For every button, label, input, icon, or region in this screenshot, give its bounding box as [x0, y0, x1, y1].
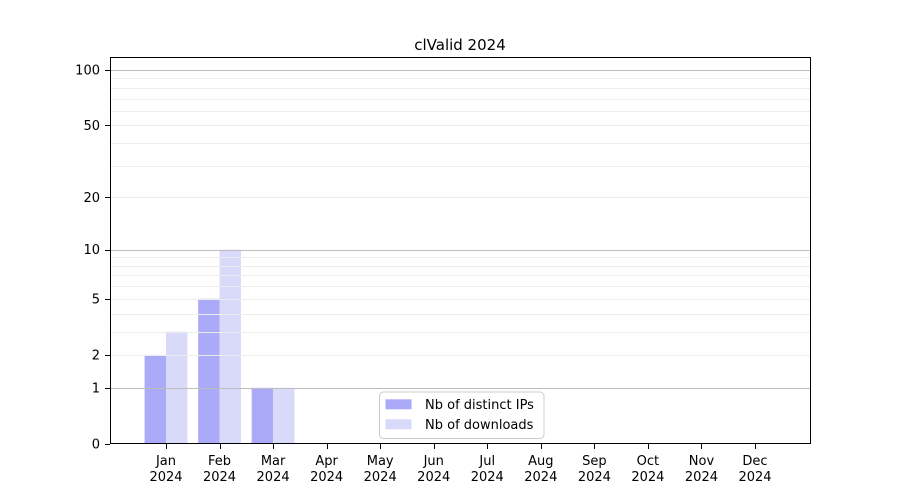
y-tick-label-1: 1 — [92, 381, 100, 396]
x-tick-label-month-nov: Nov — [689, 454, 715, 469]
x-tick-label-year-sep: 2024 — [578, 470, 611, 485]
y-tick-label-0: 0 — [92, 438, 100, 453]
bar-distinct-ips-feb — [198, 298, 220, 444]
y-tick-label-20: 20 — [83, 191, 100, 206]
bar-distinct-ips-jan — [144, 354, 166, 444]
x-tick-label-month-jun: Jun — [423, 454, 444, 469]
x-tick-label-year-may: 2024 — [364, 470, 397, 485]
x-tick-label-year-apr: 2024 — [310, 470, 343, 485]
x-tick-label-month-jul: Jul — [478, 454, 495, 469]
x-tick-label-month-oct: Oct — [637, 454, 659, 469]
x-tick-label-month-dec: Dec — [742, 454, 767, 469]
axis-layer: 0125102050100Jan2024Feb2024Mar2024Apr202… — [75, 64, 771, 486]
x-tick-label-year-oct: 2024 — [631, 470, 664, 485]
x-tick-label-year-aug: 2024 — [524, 470, 557, 485]
legend-label-downloads: Nb of downloads — [425, 418, 534, 433]
grid-layer — [111, 70, 810, 389]
plot-border — [110, 57, 811, 444]
chart-title: clValid 2024 — [414, 36, 506, 54]
bar-distinct-ips-mar — [251, 387, 274, 444]
x-tick-label-month-sep: Sep — [582, 454, 607, 469]
x-tick-label-year-dec: 2024 — [738, 470, 771, 485]
y-tick-label-5: 5 — [92, 292, 100, 307]
y-tick-label-2: 2 — [92, 348, 100, 363]
bar-downloads-jan — [166, 331, 188, 444]
legend-box — [379, 391, 545, 439]
bars-layer — [144, 249, 295, 444]
legend-swatch-downloads — [385, 419, 412, 430]
x-tick-label-month-apr: Apr — [315, 454, 338, 469]
bar-downloads-feb — [219, 249, 241, 444]
y-tick-label-100: 100 — [75, 64, 100, 79]
x-tick-label-month-mar: Mar — [261, 454, 286, 469]
y-tick-label-50: 50 — [83, 119, 100, 134]
x-tick-label-month-aug: Aug — [528, 454, 553, 469]
x-tick-label-year-feb: 2024 — [203, 470, 236, 485]
x-tick-label-year-mar: 2024 — [257, 470, 290, 485]
x-tick-label-year-jul: 2024 — [471, 470, 504, 485]
bar-downloads-mar — [273, 387, 295, 444]
legend-swatch-distinct-ips — [385, 399, 412, 410]
legend: Nb of distinct IPs Nb of downloads — [379, 391, 545, 439]
x-tick-label-month-may: May — [367, 454, 394, 469]
x-tick-label-year-jan: 2024 — [149, 470, 182, 485]
x-tick-label-year-nov: 2024 — [685, 470, 718, 485]
x-tick-label-month-jan: Jan — [155, 454, 176, 469]
x-tick-label-year-jun: 2024 — [417, 470, 450, 485]
y-tick-label-10: 10 — [83, 243, 100, 258]
x-tick-label-month-feb: Feb — [208, 454, 231, 469]
legend-label-distinct-ips: Nb of distinct IPs — [425, 398, 534, 413]
